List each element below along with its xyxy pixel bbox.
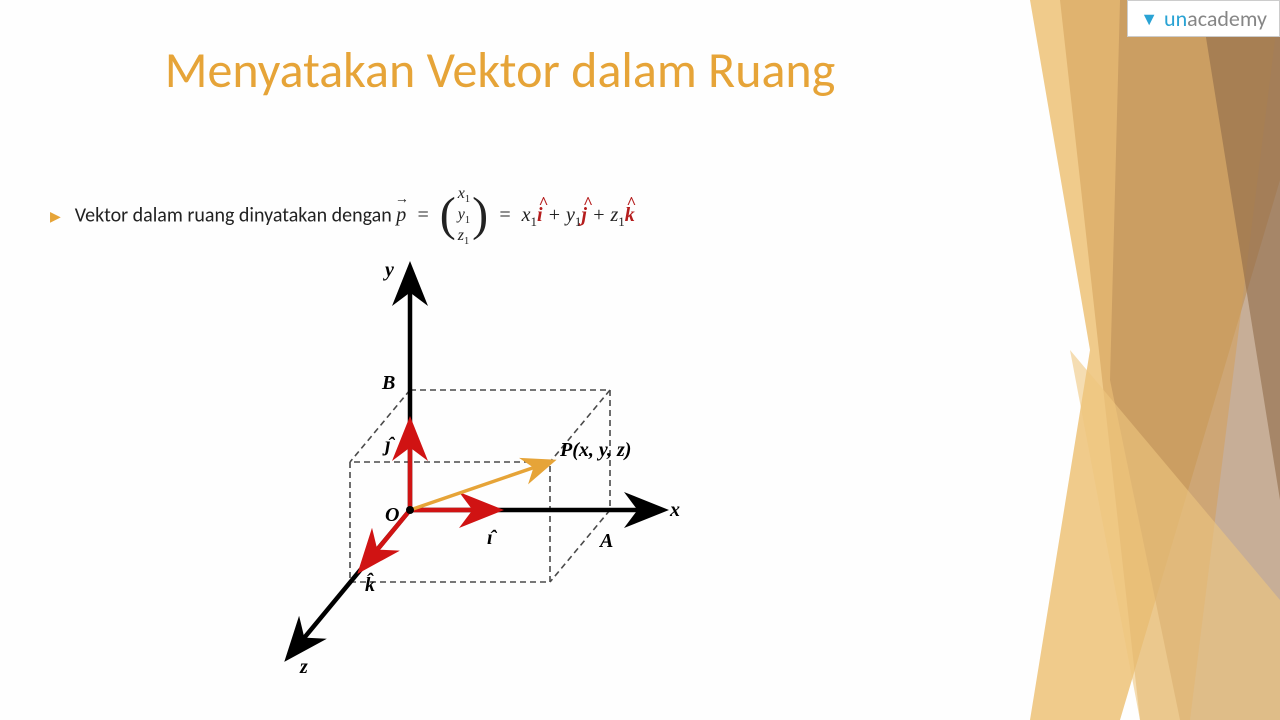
diag-label-O: O: [385, 504, 399, 527]
bullet-row: ▶ Vektor dalam ruang dinyatakan dengan p…: [50, 185, 635, 248]
bullet-marker: ▶: [50, 208, 61, 225]
diag-label-P: P(x, y, z): [560, 439, 631, 462]
logo-text: unacademy: [1164, 5, 1267, 32]
diag-label-A: A: [600, 530, 613, 553]
logo-icon: ▼: [1140, 8, 1158, 30]
logo-badge: ▼ unacademy: [1127, 0, 1280, 37]
bullet-intro: Vektor dalam ruang dinyatakan dengan: [75, 203, 397, 227]
formula: p = (x1y1z1) = x1i + y1j + z1k: [396, 204, 634, 226]
diag-label-z: z: [300, 656, 308, 679]
diag-label-j: ȷ̂: [385, 434, 391, 457]
diag-label-x: x: [670, 499, 680, 522]
logo-suffix: academy: [1187, 5, 1267, 32]
vec-p: p: [396, 204, 406, 226]
vector-diagram: y x z O B A P(x, y, z) ı̂ ȷ̂ k̂: [240, 260, 740, 715]
background-shapes: [860, 0, 1280, 720]
bullet-text: Vektor dalam ruang dinyatakan dengan p =…: [75, 185, 635, 248]
diag-label-y: y: [385, 259, 394, 282]
logo-prefix: un: [1164, 5, 1187, 32]
diag-label-B: B: [382, 372, 395, 395]
diag-label-k: k̂: [365, 574, 375, 597]
page-title: Menyatakan Vektor dalam Ruang: [0, 40, 1000, 101]
diag-label-i: ı̂: [487, 527, 493, 550]
